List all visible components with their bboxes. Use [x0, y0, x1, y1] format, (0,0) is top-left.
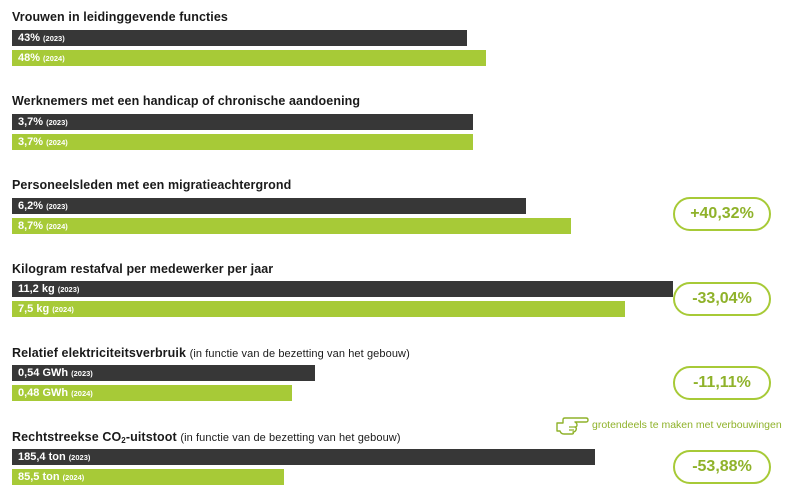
- bar-2023: 6,2% (2023): [12, 198, 526, 214]
- title-text-tail: -uitstoot: [125, 430, 177, 444]
- bar-year-label: (2024): [52, 305, 74, 314]
- title-text: Vrouwen in leidinggevende functies: [12, 10, 228, 24]
- title-text: Kilogram restafval per medewerker per ja…: [12, 262, 274, 276]
- bar-year-label: (2024): [46, 222, 68, 231]
- bar-2023: 43% (2023): [12, 30, 467, 46]
- bar-year-label: (2023): [46, 118, 68, 127]
- bar-year-label: (2023): [71, 369, 93, 378]
- bar-2024: 8,7% (2024): [12, 218, 571, 234]
- bar-year-label: (2024): [71, 389, 93, 398]
- bar-value-label: 6,2%: [18, 200, 44, 212]
- change-badge-restafval: -33,04%: [673, 282, 771, 316]
- bar-year-label: (2023): [57, 285, 80, 294]
- bar-2024: 3,7% (2024): [12, 134, 473, 150]
- group-title: Rechtstreekse CO2-uitstoot (in functie v…: [12, 430, 401, 445]
- change-badge-co2: -53,88%: [673, 450, 771, 484]
- title-text: Rechtstreekse CO: [12, 430, 122, 444]
- bar-2023: 0,54 GWh (2023): [12, 365, 315, 381]
- bar-2024: 85,5 ton (2024): [12, 469, 284, 485]
- bar-2024: 48% (2024): [12, 50, 486, 66]
- title-text: Relatief elektriciteitsverbruik: [12, 346, 187, 360]
- bar-year-label: (2024): [43, 54, 65, 63]
- bar-2023: 3,7% (2023): [12, 114, 473, 130]
- bar-value-label: 7,5 kg: [18, 303, 50, 315]
- bar-value-label: 48%: [18, 52, 41, 64]
- bar-value-label: 8,7%: [18, 220, 44, 232]
- bar-2023: 185,4 ton (2023): [12, 449, 595, 465]
- bar-2024: 7,5 kg (2024): [12, 301, 625, 317]
- note-text: grotendeels te maken met verbouwingen: [592, 419, 782, 431]
- title-subtext: (in functie van de bezetting van het geb…: [180, 432, 401, 444]
- bar-year-label: (2023): [46, 202, 68, 211]
- bar-year-label: (2024): [62, 473, 85, 482]
- change-badge-elektriciteit: -11,11%: [673, 366, 771, 400]
- bar-value-label: 185,4 ton: [18, 451, 66, 463]
- bar-year-label: (2023): [43, 34, 65, 43]
- group-title: Personeelsleden met een migratieachtergr…: [12, 178, 291, 192]
- bar-value-label: 3,7%: [18, 136, 44, 148]
- title-text: Personeelsleden met een migratieachtergr…: [12, 178, 292, 192]
- renovation-note: grotendeels te maken met verbouwingen: [555, 416, 795, 438]
- group-title: Werknemers met een handicap of chronisch…: [12, 94, 360, 108]
- change-badge-migratie: +40,32%: [673, 197, 771, 231]
- bar-year-label: (2023): [68, 453, 91, 462]
- bar-value-label: 11,2 kg: [18, 283, 55, 295]
- title-subtext: (in functie van de bezetting van het geb…: [189, 348, 410, 360]
- title-subscript: 2: [121, 436, 126, 445]
- group-title: Vrouwen in leidinggevende functies: [12, 10, 228, 24]
- bar-value-label: 0,54 GWh: [18, 367, 69, 379]
- bar-2023: 11,2 kg (2023): [12, 281, 673, 297]
- bar-value-label: 3,7%: [18, 116, 44, 128]
- group-title: Kilogram restafval per medewerker per ja…: [12, 262, 273, 276]
- title-text: Werknemers met een handicap of chronisch…: [12, 94, 361, 108]
- bar-year-label: (2024): [46, 138, 68, 147]
- bar-value-label: 43%: [18, 32, 41, 44]
- bar-2024: 0,48 GWh (2024): [12, 385, 292, 401]
- group-title: Relatief elektriciteitsverbruik (in func…: [12, 346, 410, 360]
- pointing-hand-icon: [556, 417, 589, 435]
- bar-value-label: 0,48 GWh: [18, 387, 69, 399]
- bar-value-label: 85,5 ton: [18, 471, 60, 483]
